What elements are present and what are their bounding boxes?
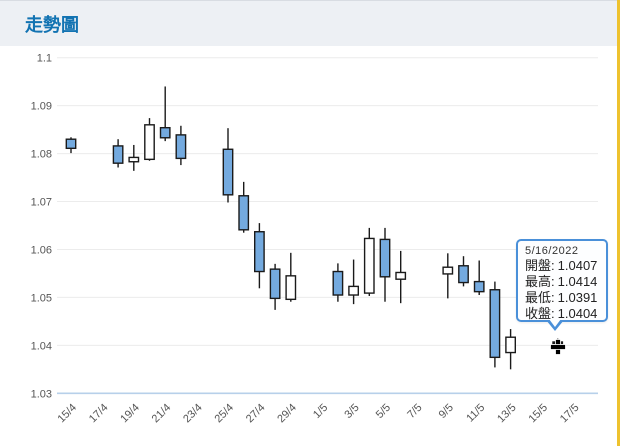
x-axis-label: 15/4 (55, 402, 79, 426)
candle-15/4[interactable] (65, 138, 77, 150)
candle-28/4[interactable] (269, 268, 281, 300)
y-axis-label: 1.09 (31, 101, 52, 113)
tooltip-open-label: 開盤 (525, 258, 552, 273)
candle-3/5[interactable] (348, 285, 359, 296)
candle-18/4[interactable] (112, 145, 124, 164)
y-axis-label: 1.04 (31, 340, 52, 352)
chart-tooltip: 5/16/2022 開盤: 1.0407 最高: 1.0414 最低: 1.0391 … (516, 239, 608, 331)
y-axis-label: 1.07 (31, 197, 52, 209)
y-axis-label: 1.05 (31, 292, 52, 304)
tooltip-open-row: 開盤: 1.0407 (525, 258, 598, 273)
x-axis-label: 25/4 (212, 402, 236, 426)
x-axis-label: 9/5 (437, 402, 456, 421)
x-axis-label: 21/4 (150, 402, 174, 426)
x-axis-label: 29/4 (275, 402, 299, 426)
candle-5/5[interactable] (379, 238, 391, 278)
candle-11/5[interactable] (473, 280, 485, 293)
x-axis-label: 23/4 (181, 402, 205, 426)
tooltip-high-value: 1.0414 (557, 274, 598, 289)
candle-27/4[interactable] (253, 231, 265, 273)
candle-29/4[interactable] (285, 275, 297, 301)
candle-10/5[interactable] (458, 265, 469, 284)
x-axis-label: 13/5 (495, 402, 519, 426)
x-axis-label: 3/5 (342, 402, 361, 421)
candle-22/4[interactable] (175, 134, 187, 160)
x-axis-label: 17/5 (558, 402, 582, 426)
page-right-border (617, 0, 620, 446)
x-axis-label: 11/5 (464, 402, 487, 425)
candle-4/5[interactable] (363, 237, 375, 294)
tooltip-open-value: 1.0407 (557, 258, 598, 273)
tooltip-close-value: 1.0404 (557, 306, 598, 321)
candle-13/5[interactable] (505, 336, 516, 354)
tooltip-low-value: 1.0391 (557, 290, 598, 305)
candle-12/5[interactable] (489, 289, 501, 359)
x-axis-label: 5/5 (374, 402, 393, 421)
candle-26/4[interactable] (238, 195, 250, 231)
candle-6/5[interactable] (395, 271, 407, 280)
y-axis-label: 1.1 (37, 53, 52, 65)
x-axis-label: 19/4 (118, 402, 142, 426)
candle-19/4[interactable] (128, 156, 140, 163)
crosshair-cursor-icon (550, 339, 566, 355)
tooltip-high-row: 最高: 1.0414 (525, 274, 598, 289)
chart-header: 走勢圖 (0, 0, 617, 46)
y-axis-label: 1.08 (31, 149, 52, 161)
x-axis-label: 7/5 (405, 402, 424, 421)
tooltip-low-label: 最低 (525, 290, 552, 305)
y-axis-label: 1.06 (31, 244, 52, 256)
x-axis-label: 17/4 (87, 402, 111, 426)
candle-21/4[interactable] (159, 126, 171, 139)
tooltip-high-label: 最高 (525, 274, 552, 289)
y-axis-label: 1.03 (31, 388, 52, 400)
tooltip-close-row: 收盤: 1.0404 (525, 306, 598, 321)
candle-9/5[interactable] (442, 266, 454, 275)
x-axis-label: 15/5 (526, 402, 550, 426)
candle-25/4[interactable] (222, 148, 234, 196)
x-axis-label: 1/5 (311, 402, 330, 421)
x-axis-label: 27/4 (244, 402, 268, 426)
candle-20/4[interactable] (144, 124, 155, 161)
tooltip-close-label: 收盤 (525, 306, 552, 321)
candle-2/5[interactable] (332, 270, 344, 296)
tooltip-date: 5/16/2022 (525, 245, 579, 257)
page-title: 走勢圖 (25, 15, 79, 35)
tooltip-low-row: 最低: 1.0391 (525, 290, 598, 305)
